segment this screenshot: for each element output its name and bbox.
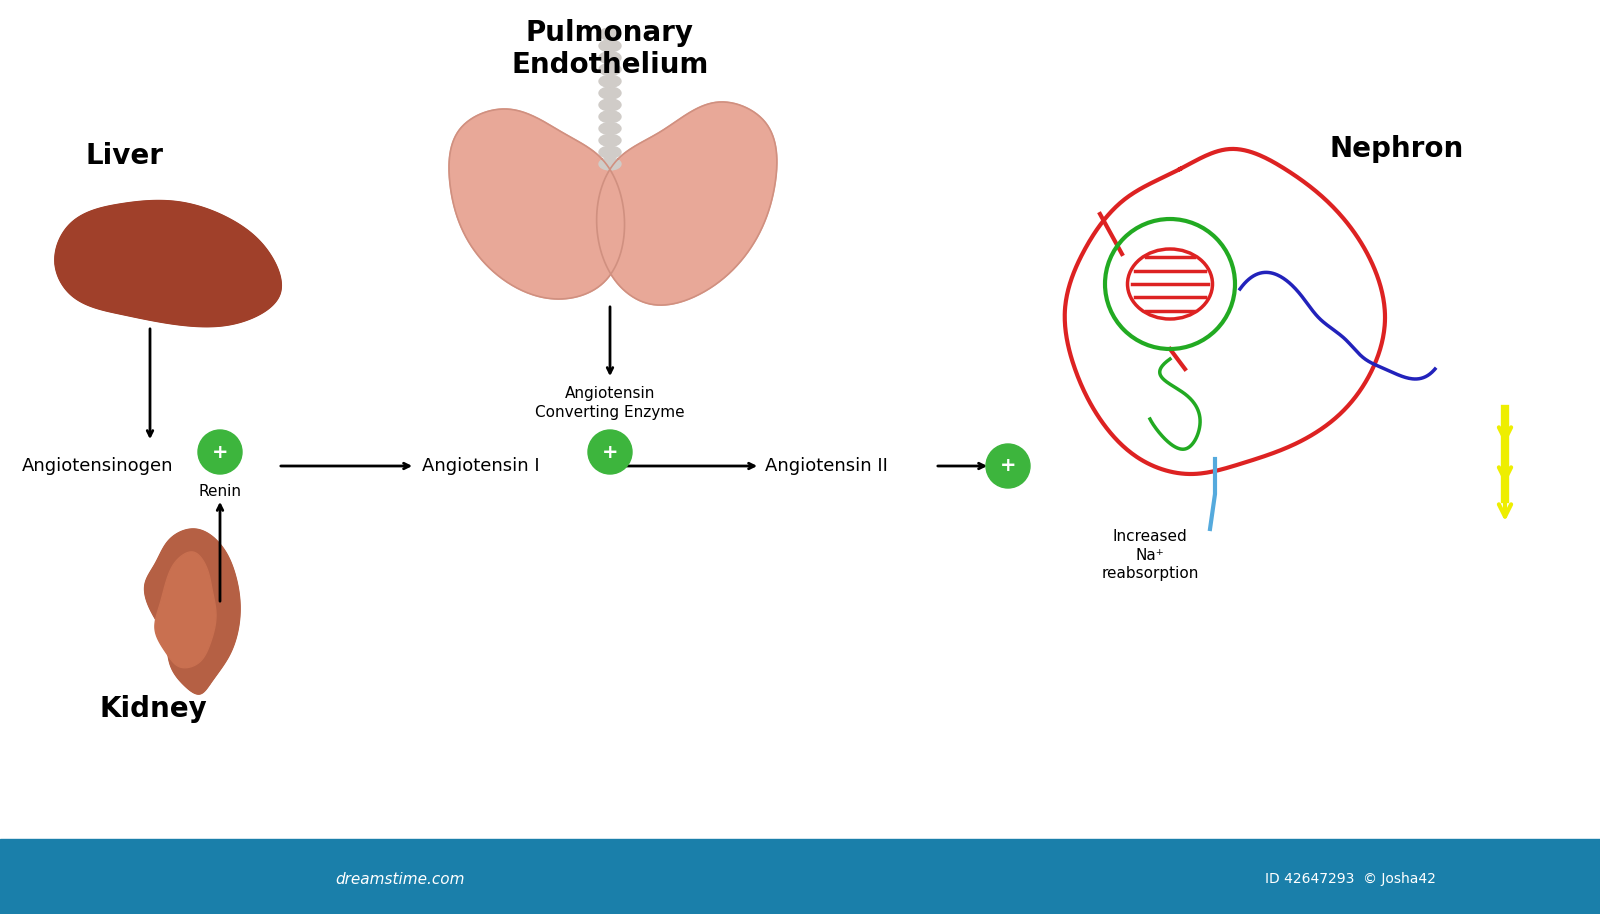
Text: Pulmonary
Endothelium: Pulmonary Endothelium xyxy=(512,19,709,80)
Text: Liver: Liver xyxy=(85,142,163,170)
Polygon shape xyxy=(450,109,624,299)
Ellipse shape xyxy=(598,75,621,87)
Ellipse shape xyxy=(598,122,621,134)
Text: Angiotensinogen: Angiotensinogen xyxy=(22,457,173,475)
Text: Nephron: Nephron xyxy=(1330,135,1464,163)
Text: ID 42647293  © Josha42: ID 42647293 © Josha42 xyxy=(1264,872,1435,886)
Text: Increased
Na⁺
reabsorption: Increased Na⁺ reabsorption xyxy=(1101,529,1198,581)
Circle shape xyxy=(589,430,632,474)
Text: Angiotensin
Converting Enzyme: Angiotensin Converting Enzyme xyxy=(534,386,685,420)
Text: Kidney: Kidney xyxy=(99,695,208,723)
Text: +: + xyxy=(602,442,618,462)
Ellipse shape xyxy=(598,51,621,64)
Text: +: + xyxy=(1000,456,1016,475)
Circle shape xyxy=(198,430,242,474)
Ellipse shape xyxy=(598,40,621,52)
Text: Renin: Renin xyxy=(198,484,242,499)
Text: dreamstime.com: dreamstime.com xyxy=(336,872,464,887)
Bar xyxy=(0,839,1600,914)
Ellipse shape xyxy=(598,158,621,170)
Polygon shape xyxy=(54,200,282,326)
Ellipse shape xyxy=(598,134,621,146)
Ellipse shape xyxy=(598,28,621,40)
Ellipse shape xyxy=(598,146,621,158)
Ellipse shape xyxy=(598,87,621,99)
Polygon shape xyxy=(597,102,778,305)
Ellipse shape xyxy=(598,99,621,111)
Polygon shape xyxy=(155,552,216,668)
Ellipse shape xyxy=(598,111,621,122)
Text: +: + xyxy=(211,442,229,462)
Circle shape xyxy=(986,444,1030,488)
Text: Angiotensin I: Angiotensin I xyxy=(422,457,539,475)
Text: Angiotensin II: Angiotensin II xyxy=(765,457,888,475)
Ellipse shape xyxy=(598,63,621,76)
Polygon shape xyxy=(144,529,240,694)
